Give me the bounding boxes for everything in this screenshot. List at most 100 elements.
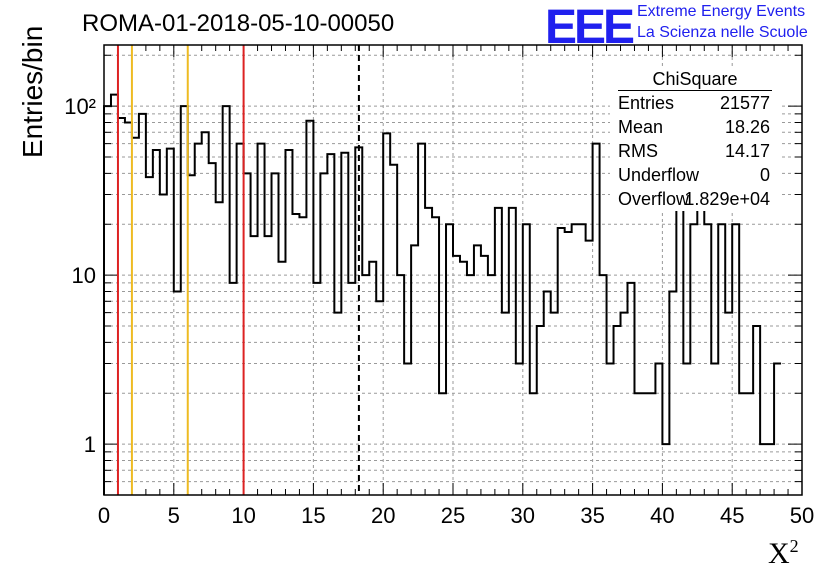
- histogram-bin: [383, 133, 390, 495]
- histogram-bin: [209, 163, 216, 495]
- stats-key: Underflow: [618, 165, 700, 185]
- stats-row-mean: Mean 18.26: [610, 115, 780, 139]
- logo-caption-line2: La Scienza nelle Scuole: [637, 24, 808, 41]
- x-tick-label: 15: [301, 503, 325, 528]
- histogram-bin: [544, 292, 551, 495]
- histogram-bin: [774, 363, 781, 495]
- histogram-bin: [306, 121, 313, 495]
- histogram-bin: [530, 393, 537, 495]
- histogram-bin: [313, 283, 320, 495]
- histogram-bin: [181, 106, 188, 495]
- histogram-bin: [195, 144, 202, 495]
- histogram-bin: [725, 313, 732, 495]
- histogram-bin: [341, 153, 348, 495]
- histogram-bin: [230, 283, 237, 495]
- histogram-bin: [509, 208, 516, 495]
- eee-logo: EEE: [545, 1, 635, 54]
- stats-key: Mean: [618, 117, 664, 137]
- histogram-bin: [767, 444, 774, 495]
- stats-key: Entries: [618, 93, 675, 113]
- x-tick-label: 5: [168, 503, 180, 528]
- x-tick-label: 10: [231, 503, 255, 528]
- histogram-bin: [634, 393, 641, 495]
- histogram-bin: [453, 256, 460, 495]
- stats-row-underflow: Underflow 0: [610, 163, 780, 187]
- logo-caption-line1: Extreme Energy Events: [637, 3, 806, 20]
- histogram-bin: [718, 224, 725, 495]
- x-tick-label: 40: [650, 503, 674, 528]
- histogram-bin: [474, 245, 481, 495]
- stats-value: 0: [759, 165, 770, 185]
- histogram-bin: [586, 241, 593, 495]
- histogram-series: [103, 93, 782, 495]
- histogram-bin: [418, 144, 425, 495]
- histogram-bin: [132, 138, 139, 495]
- histogram-bin: [272, 173, 279, 495]
- stats-value: 14.17: [724, 141, 770, 161]
- x-tick-label: 45: [720, 503, 744, 528]
- histogram-bin: [244, 173, 251, 495]
- histogram-bin: [516, 363, 523, 495]
- stats-title: ChiSquare: [618, 68, 772, 91]
- histogram-bin: [579, 224, 586, 495]
- stats-value: 18.26: [724, 117, 770, 137]
- stats-value: 1.829e+04: [684, 189, 770, 209]
- histogram-bin: [279, 262, 286, 495]
- histogram-bin: [711, 363, 718, 495]
- stats-key: RMS: [618, 141, 658, 161]
- histogram-bin: [488, 275, 495, 495]
- histogram-bin: [390, 165, 397, 495]
- histogram-bin: [655, 363, 662, 495]
- histogram-bin: [467, 275, 474, 495]
- histogram-bin: [607, 363, 614, 495]
- histogram-bin: [174, 292, 181, 495]
- histogram-bin: [760, 444, 767, 495]
- histogram-bin: [376, 301, 383, 495]
- histogram-bin: [669, 292, 676, 495]
- histogram-bin: [732, 224, 739, 495]
- histogram-bin: [481, 256, 488, 495]
- histogram-bin: [523, 224, 530, 495]
- histogram-bin: [369, 262, 376, 495]
- histogram-bin: [397, 275, 404, 495]
- histogram-bin: [425, 208, 432, 495]
- histogram-bin: [404, 363, 411, 495]
- histogram-bin: [690, 224, 697, 495]
- stats-key: Overflow: [618, 189, 690, 209]
- histogram-bin: [739, 393, 746, 495]
- histogram-bin: [446, 224, 453, 495]
- histogram-bin: [111, 95, 118, 495]
- histogram-bin: [334, 313, 341, 495]
- histogram-bin: [593, 144, 600, 495]
- histogram-bin: [167, 149, 174, 495]
- histogram-bin: [502, 313, 509, 495]
- histogram-bin: [565, 232, 572, 495]
- x-tick-label: 30: [511, 503, 535, 528]
- histogram-bin: [460, 262, 467, 495]
- histogram-bin: [697, 208, 704, 495]
- y-axis-label: Entries/bin: [17, 25, 48, 158]
- x-tick-label: 25: [441, 503, 465, 528]
- histogram-bin: [495, 208, 502, 495]
- histogram-bin: [285, 150, 292, 495]
- histogram-bin: [265, 236, 272, 495]
- histogram-bin: [600, 275, 607, 495]
- histogram-bin: [362, 275, 369, 495]
- histogram-bin: [202, 132, 209, 495]
- histogram-bin: [258, 144, 265, 495]
- histogram-bin: [251, 236, 258, 495]
- histogram-bin: [223, 106, 230, 495]
- histogram-bin: [704, 224, 711, 495]
- histogram-bin: [327, 154, 334, 495]
- histogram-bin: [641, 393, 648, 495]
- histogram-bin: [683, 363, 690, 495]
- histogram-bin: [648, 393, 655, 495]
- histogram-bin: [292, 214, 299, 495]
- histogram-bin: [572, 224, 579, 495]
- x-tick-label: 35: [580, 503, 604, 528]
- y-tick-label: 1: [84, 432, 96, 457]
- stats-value: 21577: [719, 93, 770, 113]
- histogram-bin: [348, 283, 355, 495]
- stats-row-entries: Entries 21577: [610, 91, 780, 115]
